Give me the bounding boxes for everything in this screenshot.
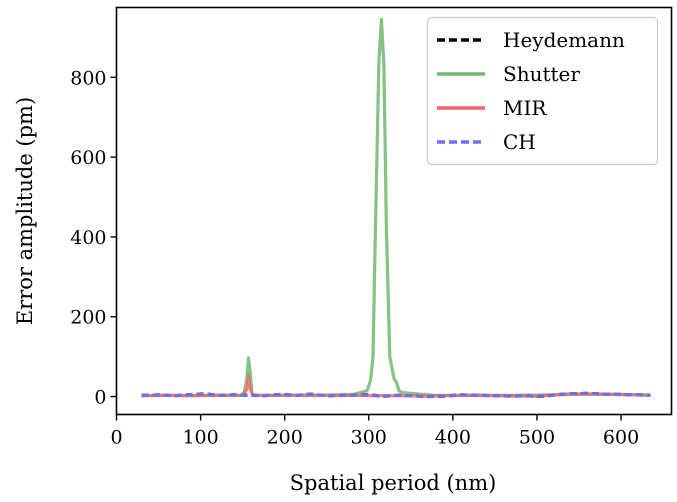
plot-frame: [115, 6, 673, 416]
x-tick-label: 0: [110, 427, 122, 449]
y-axis-label: Error amplitude (pm): [13, 97, 37, 325]
y-tick-label: 600: [70, 147, 106, 169]
x-tick-label: 600: [603, 427, 639, 449]
legend-items: Heydemann Shutter MIR CH: [437, 28, 625, 154]
x-tick-label: 500: [519, 427, 555, 449]
series-layer: [141, 17, 651, 399]
y-tick-label: 0: [94, 387, 106, 409]
y-tick-label: 400: [70, 227, 106, 249]
x-tick-label: 400: [435, 427, 471, 449]
ticks-layer: 0 100 200 300 400 500 600 0 200 400 600 800: [70, 67, 639, 448]
series-line-ch: [141, 391, 651, 399]
x-tick-label: 200: [267, 427, 303, 449]
x-axis-label: Spatial period (nm): [290, 471, 497, 495]
legend-label-ch: CH: [503, 130, 536, 154]
y-tick-label: 200: [70, 307, 106, 329]
legend-label-shutter: Shutter: [503, 62, 580, 86]
legend: Heydemann Shutter MIR CH: [426, 16, 659, 166]
legend-label-mir: MIR: [503, 96, 547, 120]
x-tick-label: 100: [182, 427, 218, 449]
x-tick-label: 300: [351, 427, 387, 449]
legend-frame: [426, 16, 659, 166]
legend-label-heydemann: Heydemann: [503, 28, 625, 52]
y-tick-label: 800: [70, 67, 106, 89]
